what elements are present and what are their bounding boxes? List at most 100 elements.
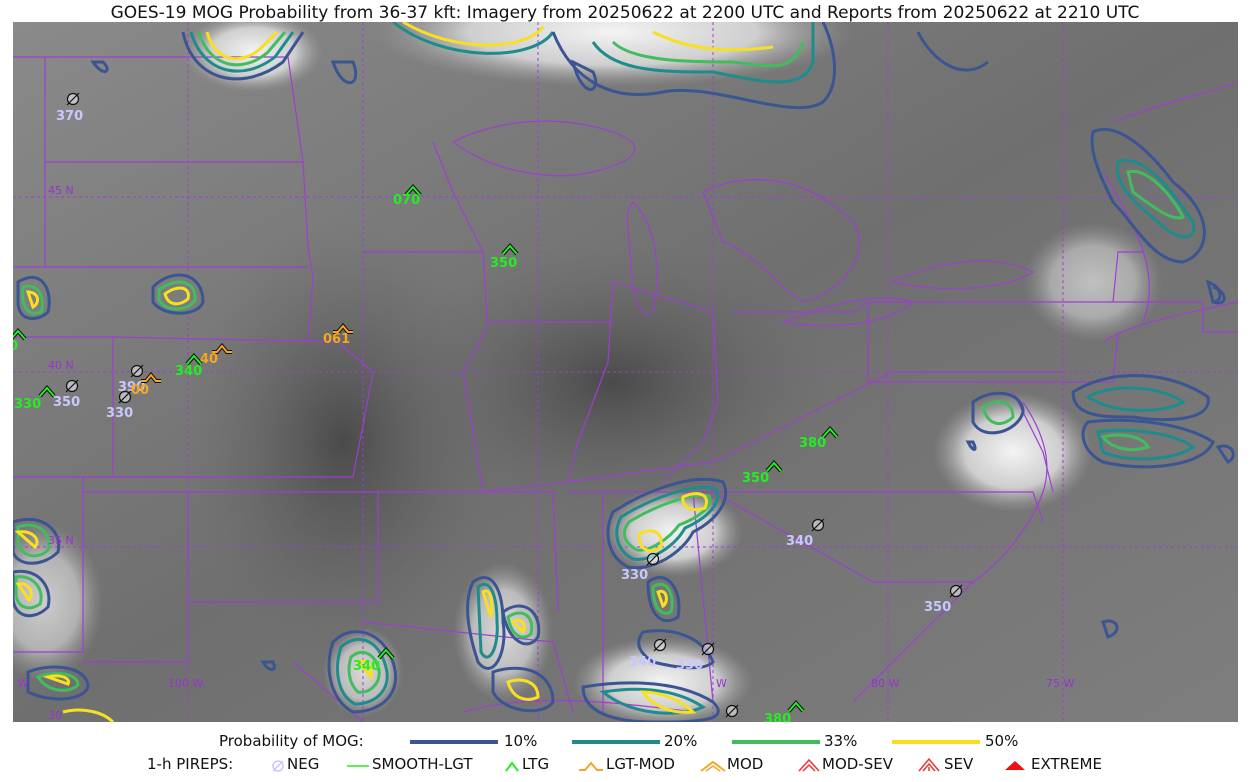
swatch-50 bbox=[892, 740, 980, 744]
pirep-legend-ltg: LTG bbox=[522, 755, 550, 773]
map-title: GOES-19 MOG Probability from 36-37 kft: … bbox=[110, 3, 1140, 23]
mog-contours bbox=[13, 22, 1235, 722]
lat-label-35: 35 N bbox=[48, 534, 74, 547]
mod-icon bbox=[141, 373, 161, 382]
ltg-icon bbox=[822, 427, 838, 438]
pirep-altitude-label: 380 bbox=[799, 436, 826, 451]
pirep-mod-5: 40 bbox=[200, 342, 232, 367]
neg-icon-slash bbox=[118, 390, 132, 404]
mod-icon bbox=[700, 760, 726, 772]
ltg-icon bbox=[39, 386, 55, 397]
neg-icon-slash bbox=[65, 379, 79, 393]
pirep-legend-sev: SEV bbox=[944, 755, 974, 773]
pirep-neg-15: 330 bbox=[621, 552, 660, 583]
map-canvas: 45 N 40 N 35 N 30 05 W 100 W W 80 W 75 W… bbox=[13, 22, 1238, 722]
lon-label-100: 100 W bbox=[168, 677, 203, 690]
state-borders bbox=[13, 56, 1238, 722]
satellite-map: 45 N 40 N 35 N 30 05 W 100 W W 80 W 75 W… bbox=[13, 22, 1238, 722]
pirep-legend: 1-h PIREPS: NEG SMOOTH-LGT LTG LGT-MOD M… bbox=[0, 755, 1250, 777]
ltg-icon bbox=[788, 701, 804, 712]
neg-icon-slash bbox=[66, 92, 80, 106]
pirep-neg-8: 330 bbox=[106, 390, 133, 421]
pirep-altitude-label: 340 bbox=[629, 655, 656, 670]
prob-legend-10: 10% bbox=[504, 732, 538, 750]
pirep-legend-mod: MOD bbox=[727, 755, 764, 773]
pirep-ltg-10: 330 bbox=[14, 384, 56, 412]
cloud-ne bbox=[1023, 222, 1163, 342]
pirep-altitude-label: 370 bbox=[56, 109, 83, 124]
cloud-north bbox=[373, 22, 853, 87]
dry-slot bbox=[393, 242, 833, 522]
lon-label-85: W bbox=[716, 677, 727, 690]
pirep-ltg-1: 070 bbox=[393, 183, 422, 208]
neg-icon-slash bbox=[130, 364, 144, 378]
pirep-ltg-12: 380 bbox=[799, 425, 839, 451]
pirep-altitude-label: 330 bbox=[621, 568, 648, 583]
neg-icon-slash bbox=[949, 584, 963, 598]
pirep-neg-0: 370 bbox=[56, 92, 83, 124]
ltg-icon bbox=[186, 354, 202, 365]
pirep-altitude-label: 00 bbox=[131, 383, 149, 398]
pirep-neg-14: 340 bbox=[786, 518, 825, 549]
pirep-altitude-label: 061 bbox=[323, 332, 350, 347]
pirep-ltg-4: 340 bbox=[175, 352, 203, 379]
swatch-33 bbox=[732, 740, 820, 744]
lon-label-105: 05 W bbox=[13, 677, 28, 690]
pirep-ltg-11: 30 bbox=[13, 327, 27, 354]
neg-icon-slash bbox=[646, 552, 660, 566]
lakes-and-coast bbox=[451, 81, 1238, 713]
neg-icon-slash bbox=[725, 704, 739, 718]
lgt-mod-icon bbox=[579, 761, 603, 771]
pirep-neg-17: 340 bbox=[629, 638, 667, 670]
mod-icon bbox=[333, 324, 353, 333]
smooth-lgt-icon bbox=[347, 765, 369, 767]
pirep-mod-7: 00 bbox=[131, 371, 161, 398]
pirep-altitude-label: 350 bbox=[924, 600, 951, 615]
pirep-altitude-label: 330 bbox=[676, 658, 703, 673]
pirep-legend-extreme: EXTREME bbox=[1031, 755, 1102, 773]
pirep-altitude-label: 070 bbox=[393, 193, 420, 208]
lat-label-30: 30 bbox=[48, 709, 62, 722]
pirep-altitude-label: 40 bbox=[200, 352, 218, 367]
ltg-icon bbox=[502, 244, 518, 255]
neg-icon bbox=[272, 760, 284, 772]
pirep-mod-3: 061 bbox=[323, 322, 353, 347]
ltg-icon bbox=[13, 329, 26, 340]
prob-legend-50: 50% bbox=[985, 732, 1019, 750]
lat-label-40: 40 N bbox=[48, 359, 74, 372]
mod-icon bbox=[212, 344, 232, 353]
pirep-legend-neg: NEG bbox=[287, 755, 320, 773]
pirep-altitude-label: 380 bbox=[764, 712, 791, 722]
ltg-icon bbox=[766, 461, 782, 472]
pirep-neg-16: 350 bbox=[924, 584, 963, 615]
pirep-altitude-label: 340 bbox=[175, 364, 202, 379]
pirep-altitude-label: 350 bbox=[742, 471, 769, 486]
lon-label-75: 75 W bbox=[1046, 677, 1074, 690]
lon-label-80: 80 W bbox=[871, 677, 899, 690]
neg-icon-slash bbox=[653, 638, 667, 652]
neg-icon-slash bbox=[701, 642, 715, 656]
pirep-ltg-19: 340 bbox=[353, 646, 395, 674]
pirep-legend-smooth-lgt: SMOOTH-LGT bbox=[372, 755, 473, 773]
pirep-ltg-2: 350 bbox=[490, 242, 519, 271]
pirep-altitude-label: 340 bbox=[786, 534, 813, 549]
swatch-10 bbox=[410, 740, 498, 744]
pirep-altitude-label: 370 bbox=[700, 721, 727, 722]
pirep-neg-20: 370 bbox=[700, 704, 739, 722]
prob-legend-33: 33% bbox=[824, 732, 858, 750]
pirep-markers: 3700703500613404039000330350330303803503… bbox=[13, 92, 963, 722]
prob-legend-label: Probability of MOG: bbox=[219, 732, 364, 750]
pirep-altitude-label: 350 bbox=[53, 395, 80, 410]
extreme-icon bbox=[1005, 761, 1025, 770]
pirep-ltg-21: 380 bbox=[764, 699, 805, 722]
pirep-ltg-13: 350 bbox=[742, 459, 783, 486]
ltg-icon bbox=[405, 185, 421, 196]
pirep-altitude-label: 350 bbox=[490, 256, 517, 271]
pirep-neg-18: 330 bbox=[676, 642, 715, 673]
sev-icon bbox=[918, 757, 940, 772]
pirep-legend-mod-sev: MOD-SEV bbox=[822, 755, 893, 773]
prob-legend-20: 20% bbox=[664, 732, 698, 750]
mod-sev-icon bbox=[798, 758, 820, 772]
lat-label-45: 45 N bbox=[48, 184, 74, 197]
dry-slot-west bbox=[183, 222, 503, 662]
